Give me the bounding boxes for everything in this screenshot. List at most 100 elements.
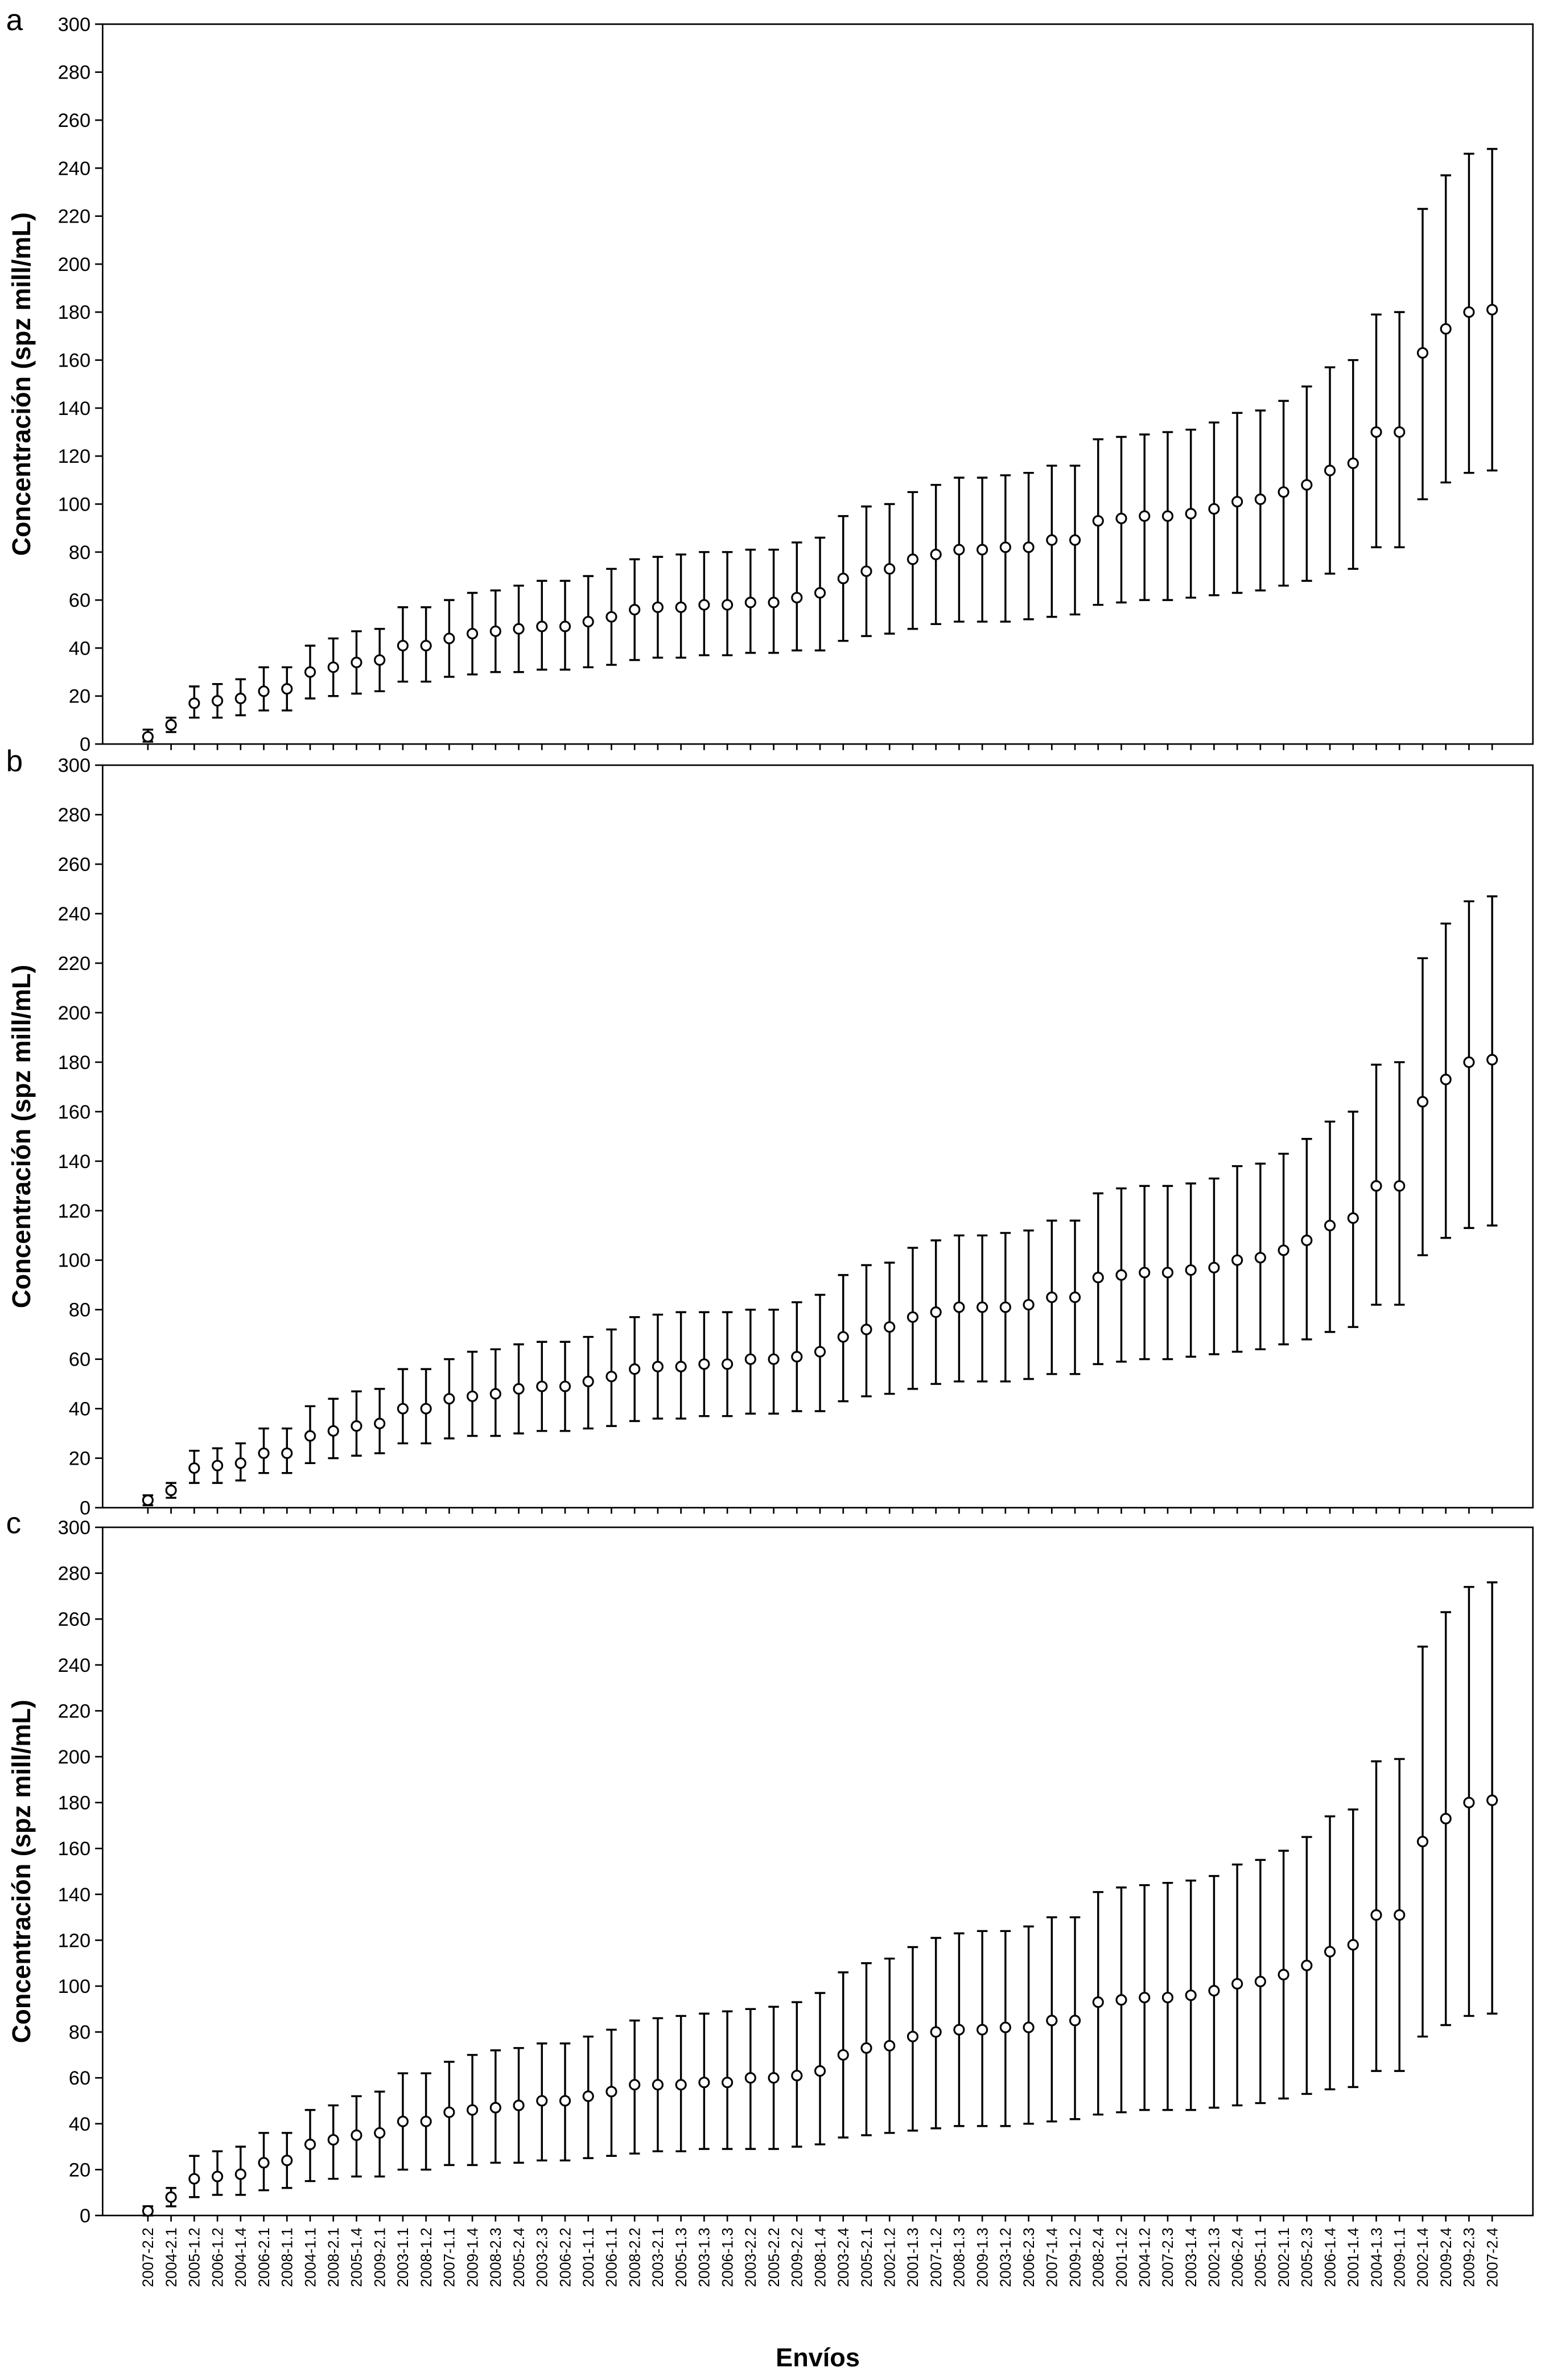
point [1324,1946,1336,1958]
point [977,1301,988,1313]
x-tick-label: 2009-1.4 [464,2227,481,2287]
point [1347,1212,1359,1224]
x-tick-label: 2004-2.1 [163,2227,180,2287]
y-tick-label: 40 [69,638,90,659]
y-tick-label: 240 [58,1655,90,1676]
point [374,2127,386,2139]
point [1069,2015,1081,2027]
point [536,2095,548,2107]
x-tick-label: 2009-2.2 [789,2227,806,2287]
point [1115,1994,1127,2006]
y-tick-label: 20 [69,2159,90,2181]
point [860,1323,872,1335]
point [489,625,501,638]
point [420,2115,432,2127]
point [211,2171,224,2182]
y-tick-label: 100 [58,1976,90,1997]
point [1161,510,1174,522]
point [1394,1909,1406,1921]
point [884,563,896,575]
point [791,591,803,603]
y-tick-label: 300 [58,1517,90,1539]
x-tick-label: 2007-2.2 [139,2227,156,2287]
x-tick-label: 2008-2.1 [325,2227,342,2287]
point [1278,486,1289,498]
point [536,1380,548,1392]
point [1115,512,1127,524]
point [860,2042,872,2054]
y-tick-label: 140 [58,1151,90,1173]
y-tick-label: 220 [58,1700,90,1722]
y-axis-label: Concentración (spz mill/mL) [7,1700,36,2043]
point [351,1420,362,1432]
point [1394,426,1406,438]
point [443,632,455,644]
point [629,1363,641,1375]
point [1092,1996,1104,2008]
point [1069,1291,1081,1304]
point [1278,1968,1289,1980]
point [1046,1291,1058,1304]
y-tick-label: 180 [58,1793,90,1814]
x-tick-label: 2009-1.1 [1391,2227,1408,2287]
point [304,1430,316,1442]
point [977,544,988,556]
y-tick-label: 220 [58,953,90,975]
x-tick-label: 2008-2.3 [487,2227,504,2287]
point [1046,2015,1058,2027]
point [374,654,386,666]
x-tick-label: 2003-2.3 [534,2227,551,2287]
point [768,1353,780,1365]
point [351,2129,362,2141]
point [814,587,826,599]
x-tick-label: 2002-1.3 [1206,2227,1223,2287]
point [1486,1054,1498,1066]
x-tick-label: 2008-2.4 [1090,2227,1107,2287]
y-tick-label: 0 [80,734,90,755]
point [953,2024,965,2036]
y-tick-label: 20 [69,686,90,708]
point [582,615,594,628]
point [1486,303,1498,316]
x-tick-label: 2009-2.4 [1437,2227,1455,2287]
point [837,1331,849,1343]
point [304,666,316,678]
x-tick-label: 2002-1.1 [1275,2227,1292,2287]
x-tick-label: 2006-1.3 [719,2227,736,2287]
point [420,1403,432,1415]
x-tick-label: 2002-1.4 [1414,2227,1431,2287]
y-tick-label: 180 [58,302,90,323]
point [1115,1269,1127,1281]
x-tick-label: 2006-1.4 [1321,2227,1338,2287]
point [1139,1992,1151,2004]
x-tick-label: 2003-2.1 [649,2227,666,2287]
point [304,2139,316,2151]
x-tick-label: 2007-1.4 [1044,2227,1061,2287]
point [165,2191,177,2203]
y-tick-label: 280 [58,804,90,826]
point [605,1371,617,1383]
point [1347,457,1359,469]
point [744,597,756,609]
y-tick-label: 160 [58,350,90,372]
point [1023,1298,1035,1311]
y-tick-label: 140 [58,1884,90,1906]
x-tick-label: 2003-2.4 [835,2227,852,2287]
point [1046,534,1058,546]
point [837,573,849,585]
point [1185,508,1197,520]
point [1023,2021,1035,2033]
y-tick-label: 120 [58,1201,90,1222]
y-tick-label: 80 [69,1300,90,1321]
y-tick-label: 40 [69,2114,90,2135]
point [791,2070,803,2082]
point [1486,1794,1498,1806]
point [1463,306,1475,318]
point [837,2049,849,2061]
x-tick-label: 2005-2.1 [858,2227,875,2287]
point [768,597,780,609]
point [930,548,942,561]
point [513,2099,525,2111]
point [351,656,362,668]
y-tick-label: 160 [58,1838,90,1860]
